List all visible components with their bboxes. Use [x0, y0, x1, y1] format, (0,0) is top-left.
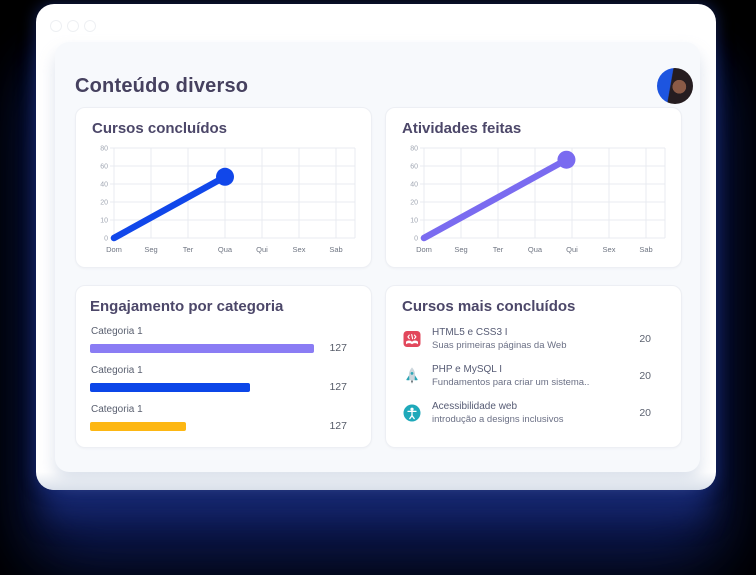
bar-track [90, 343, 319, 353]
card-cursos-concluidos: Cursos concluídos 0 10 20 40 60 80 Dom Seg Ter Qu… [75, 107, 372, 268]
svg-text:10: 10 [410, 218, 418, 225]
category-bar-row: Categoria 1 127 [90, 326, 357, 354]
bar-value: 127 [329, 342, 347, 354]
window-control-dot [84, 20, 96, 32]
svg-text:0: 0 [414, 236, 418, 243]
course-title: PHP e MySQL I [432, 364, 503, 375]
svg-text:0: 0 [104, 236, 108, 243]
svg-text:Dom: Dom [416, 245, 432, 254]
svg-text:Seg: Seg [144, 245, 157, 254]
category-bar-row: Categoria 1 127 [90, 404, 357, 432]
bar-track [90, 421, 319, 431]
svg-text:Sex: Sex [603, 245, 616, 254]
svg-text:80: 80 [100, 146, 108, 153]
svg-text:60: 60 [410, 164, 418, 171]
svg-text:Qua: Qua [218, 245, 233, 254]
php-course-icon [402, 366, 422, 386]
svg-text:10: 10 [100, 218, 108, 225]
course-list: HTML5 e CSS3 I Suas primeiras páginas da… [402, 326, 665, 426]
category-label: Categoria 1 [91, 365, 143, 376]
window-control-dot [67, 20, 79, 32]
course-completions-count: 20 [639, 370, 651, 382]
course-completions-count: 20 [639, 407, 651, 419]
svg-text:40: 40 [410, 182, 418, 189]
svg-text:Sex: Sex [293, 245, 306, 254]
bar-fill [90, 421, 187, 431]
browser-window-mockup: Conteúdo diverso Cursos concluídos 0 10 20… [36, 4, 716, 490]
bar-value: 127 [329, 420, 347, 432]
html-course-icon [402, 329, 422, 349]
course-list-item[interactable]: HTML5 e CSS3 I Suas primeiras páginas da… [402, 326, 665, 352]
accessibility-course-icon [402, 403, 422, 423]
course-title: HTML5 e CSS3 I [432, 327, 508, 338]
category-bars: Categoria 1 127 Categoria 1 127 Categori… [90, 326, 357, 432]
dashboard-header: Conteúdo diverso [75, 66, 693, 106]
course-subtitle: Suas primeiras páginas da Web [432, 340, 567, 351]
svg-text:Qua: Qua [528, 245, 543, 254]
dashboard-panel: Conteúdo diverso Cursos concluídos 0 10 20… [55, 42, 700, 472]
category-bar-row: Categoria 1 127 [90, 365, 357, 393]
category-label: Categoria 1 [91, 404, 143, 415]
svg-text:60: 60 [100, 164, 108, 171]
svg-text:80: 80 [410, 146, 418, 153]
course-subtitle: introdução a designs inclusivos [432, 414, 564, 425]
bar-fill [90, 382, 251, 392]
line-chart-cursos-concluidos: 0 10 20 40 60 80 Dom Seg Ter Qua Qui Sex Sab [100, 146, 356, 254]
svg-text:40: 40 [100, 182, 108, 189]
course-title: Acessibilidade web [432, 401, 518, 412]
user-avatar[interactable] [657, 68, 693, 104]
card-cursos-mais-concluidos: Cursos mais concluídos HTML5 e CSS3 I Su… [385, 285, 682, 448]
svg-text:Qui: Qui [256, 245, 268, 254]
svg-text:Sab: Sab [639, 245, 652, 254]
course-subtitle: Fundamentos para criar um sistema.. [432, 377, 590, 388]
svg-text:Seg: Seg [454, 245, 467, 254]
svg-text:Ter: Ter [183, 245, 194, 254]
cards-grid: Cursos concluídos 0 10 20 40 60 80 Dom Seg Ter Qu… [75, 107, 682, 448]
card-title: Cursos mais concluídos [402, 298, 576, 315]
svg-text:Qui: Qui [566, 245, 578, 254]
card-engajamento-categoria: Engajamento por categoria Categoria 1 12… [75, 285, 372, 448]
card-atividades-feitas: Atividades feitas 0 10 20 40 60 80 Dom Seg Ter Qu… [385, 107, 682, 268]
line-chart-atividades-feitas: 0 10 20 40 60 80 Dom Seg Ter Qua Qui Sex Sab [410, 146, 666, 254]
card-title: Cursos concluídos [92, 120, 228, 137]
bar-track [90, 382, 319, 392]
svg-text:Sab: Sab [329, 245, 342, 254]
course-list-item[interactable]: Acessibilidade web introdução a designs … [402, 400, 665, 426]
svg-text:20: 20 [410, 200, 418, 207]
window-controls [50, 20, 96, 32]
page-title: Conteúdo diverso [75, 74, 249, 97]
window-control-dot [50, 20, 62, 32]
svg-text:20: 20 [100, 200, 108, 207]
bar-value: 127 [329, 381, 347, 393]
card-title: Engajamento por categoria [90, 298, 284, 315]
svg-text:Dom: Dom [106, 245, 122, 254]
bar-fill [90, 343, 315, 353]
course-completions-count: 20 [639, 333, 651, 345]
card-title: Atividades feitas [402, 120, 522, 137]
svg-text:Ter: Ter [493, 245, 504, 254]
category-label: Categoria 1 [91, 326, 143, 337]
course-list-item[interactable]: PHP e MySQL I Fundamentos para criar um … [402, 363, 665, 389]
